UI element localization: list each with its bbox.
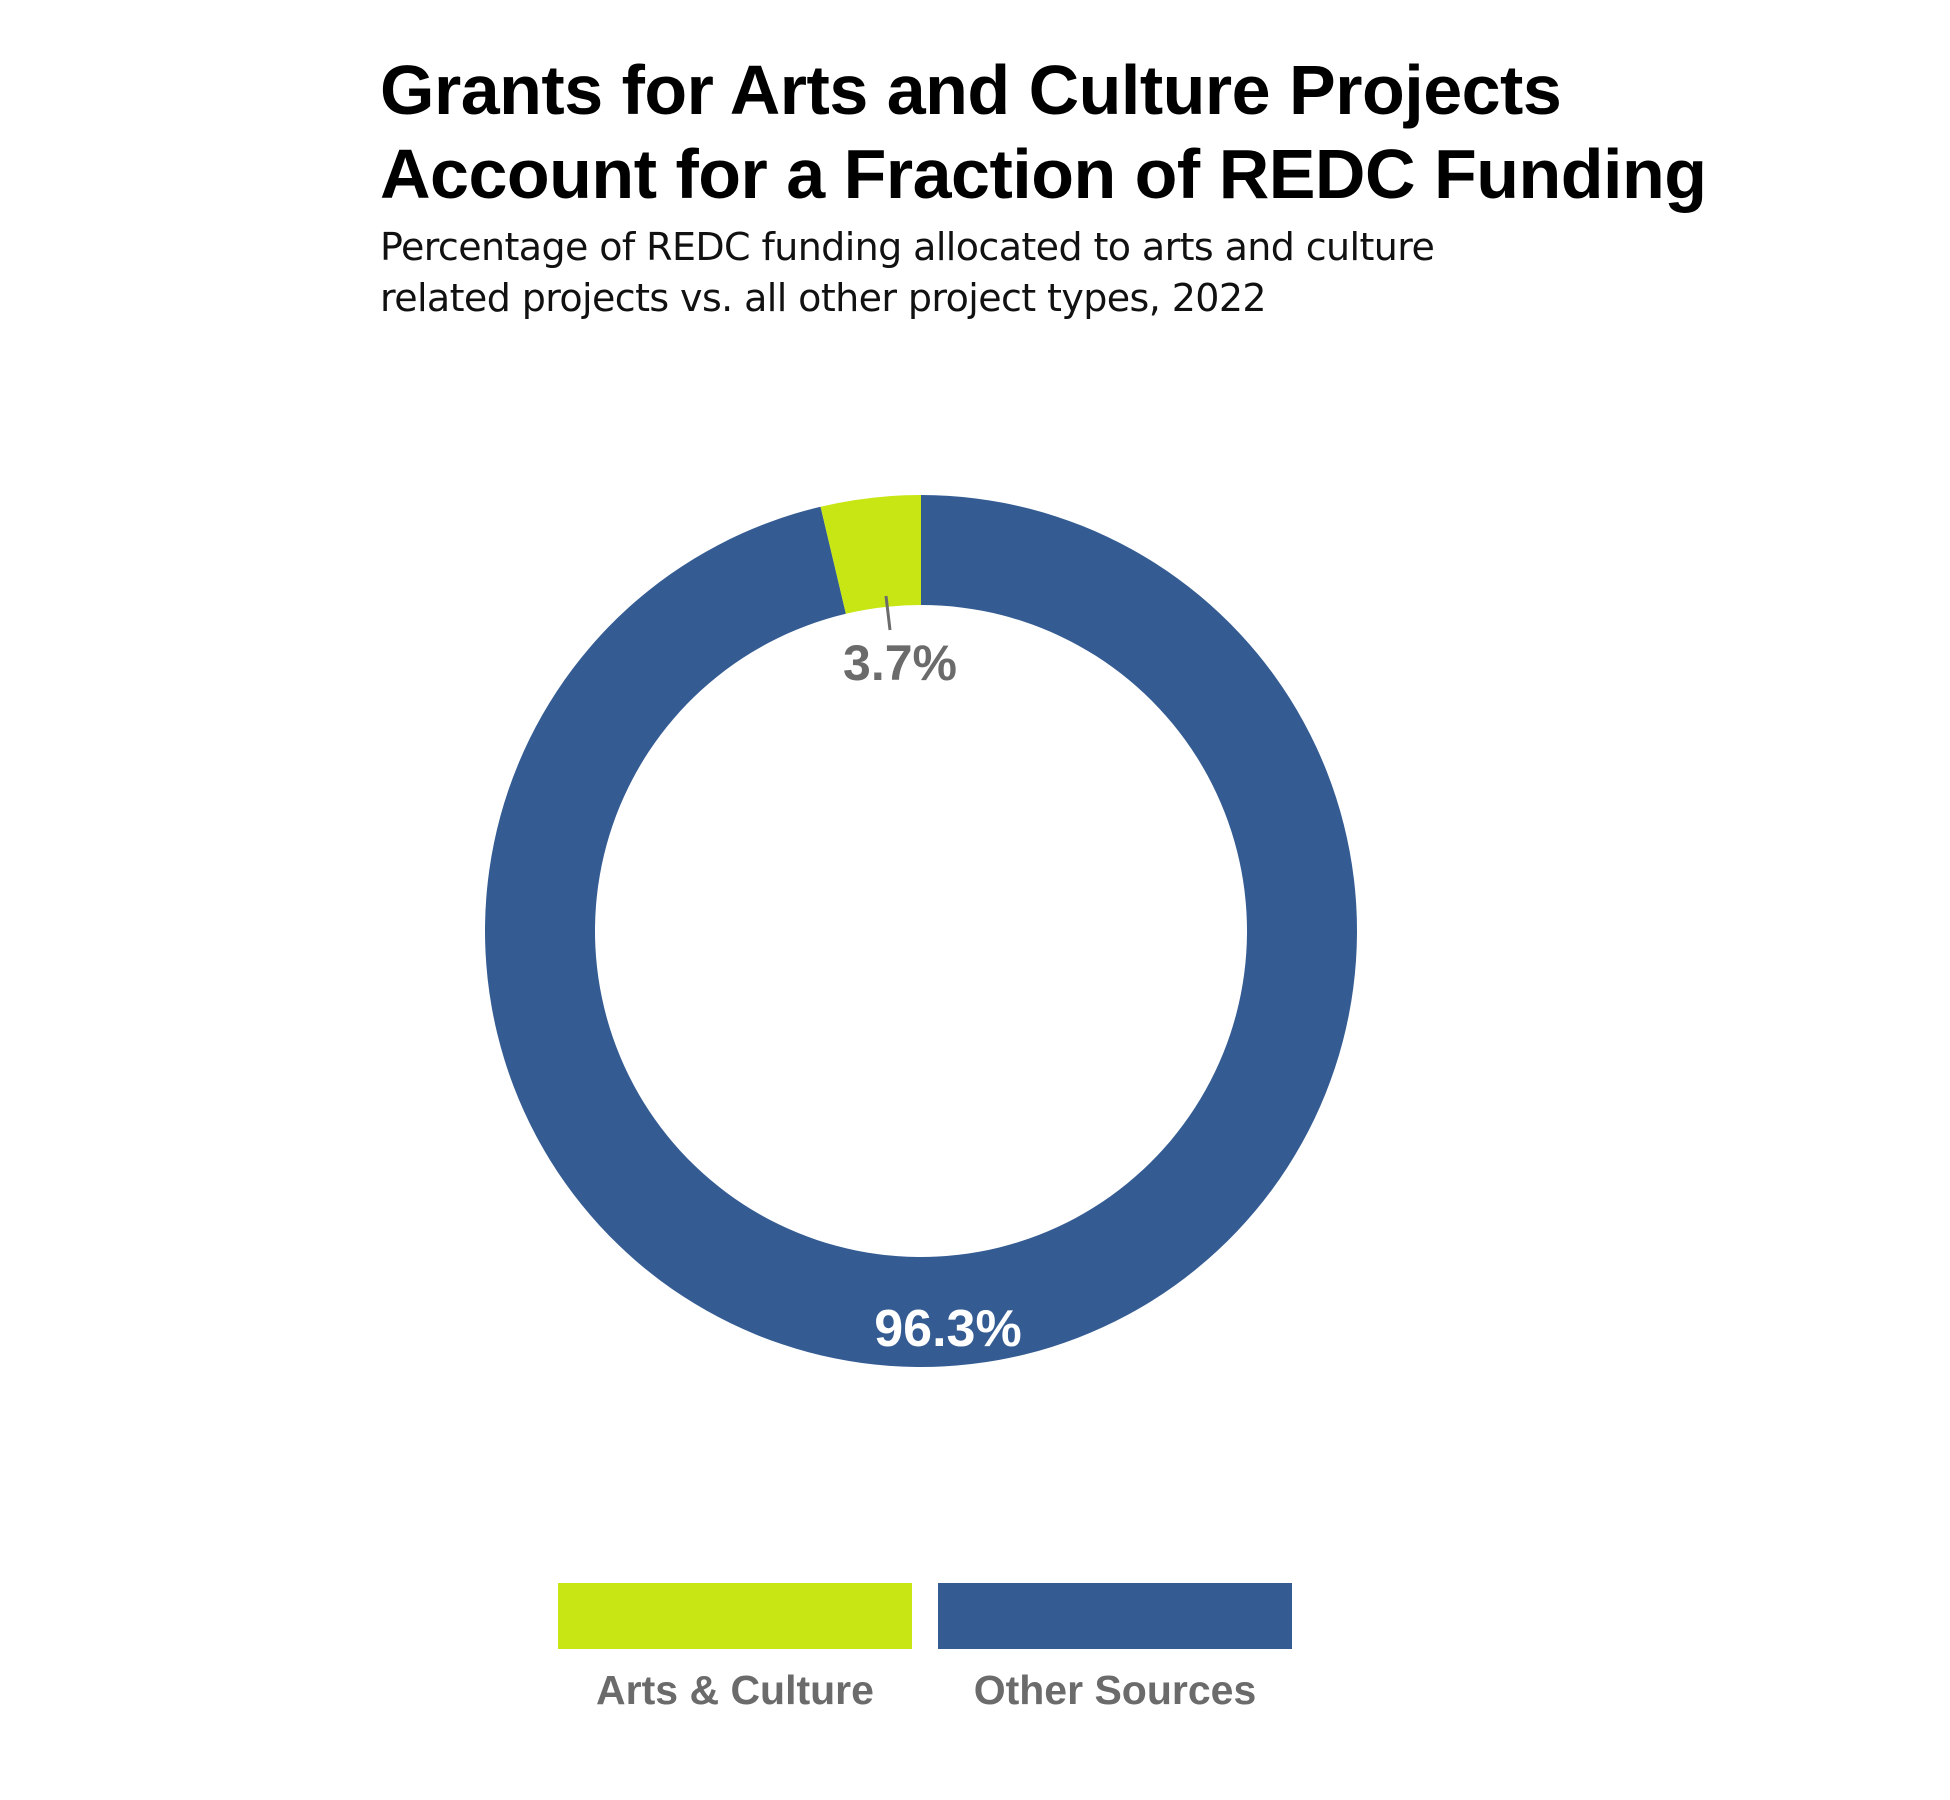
other-sources-pct-label: 96.3% xyxy=(874,1300,1021,1358)
legend-label-other-sources: Other Sources xyxy=(973,1667,1257,1713)
chart-subtitle-line-1: Percentage of REDC funding allocated to … xyxy=(380,225,1435,269)
slice-other-sources[interactable] xyxy=(485,495,1357,1368)
donut-slices xyxy=(485,495,1357,1368)
arts-culture-pct-label: 3.7% xyxy=(843,635,957,691)
chart-subtitle: Percentage of REDC funding allocated to … xyxy=(380,222,1780,324)
chart-title-line-1: Grants for Arts and Culture Projects xyxy=(380,51,1562,129)
legend-item-arts-culture[interactable]: Arts & Culture xyxy=(558,1583,912,1714)
legend-swatch-arts-culture xyxy=(558,1583,912,1649)
legend-item-other-sources[interactable]: Other Sources xyxy=(938,1583,1292,1714)
chart-subtitle-line-2: related projects vs. all other project t… xyxy=(380,276,1267,320)
legend: Arts & Culture Other Sources xyxy=(558,1583,1298,1733)
arts-culture-leader-line xyxy=(884,595,892,631)
legend-label-arts-culture: Arts & Culture xyxy=(596,1667,874,1713)
chart-title-line-2: Account for a Fraction of REDC Funding xyxy=(380,135,1707,213)
legend-swatch-other-sources xyxy=(938,1583,1292,1649)
chart-title: Grants for Arts and Culture Projects Acc… xyxy=(380,48,1880,216)
slice-arts-culture[interactable] xyxy=(820,495,921,614)
